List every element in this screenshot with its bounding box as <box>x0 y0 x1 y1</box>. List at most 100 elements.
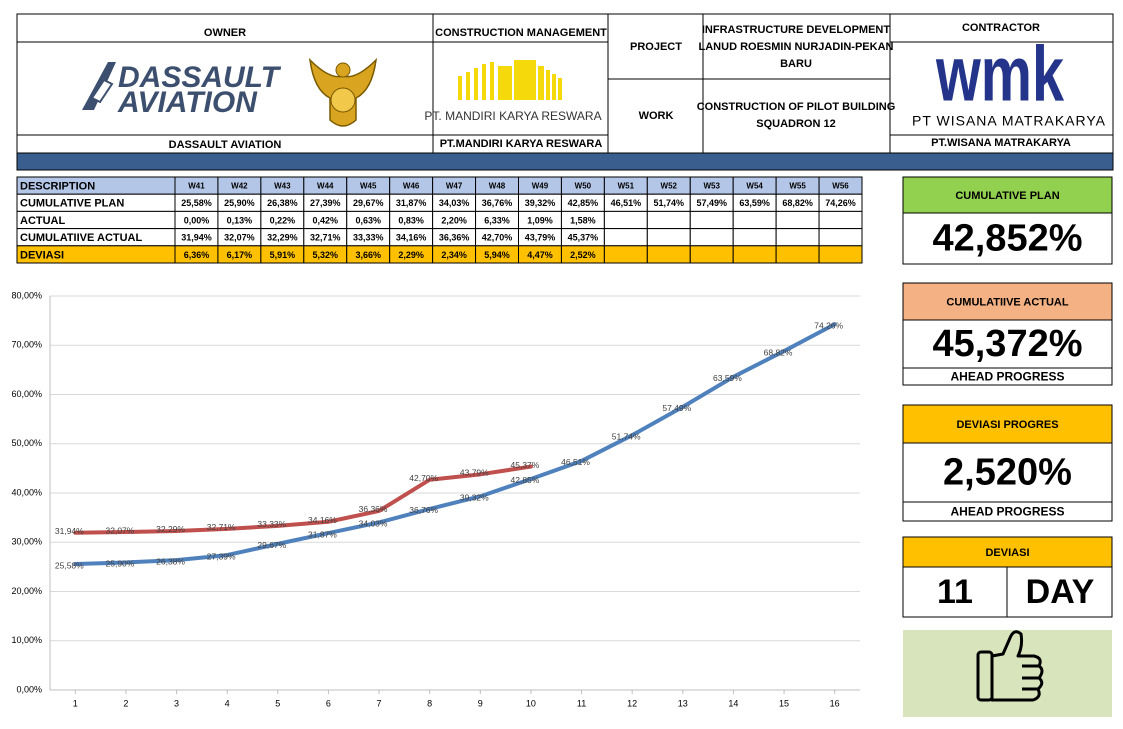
data-label: 45,37% <box>511 460 540 470</box>
data-label: 43,79% <box>460 468 489 478</box>
cell-text: 36,36% <box>439 233 470 243</box>
cell-text: 25,58% <box>181 198 212 208</box>
table-cell <box>775 210 820 230</box>
cell-text: 34,16% <box>396 233 427 243</box>
table-cell <box>818 228 863 247</box>
cell-text: 1,09% <box>527 215 553 225</box>
cell-text: 4,47% <box>527 250 553 260</box>
table-cell <box>646 210 691 230</box>
column-header: W46 <box>403 182 420 191</box>
y-tick-label: 60,00% <box>11 389 42 399</box>
kpi-value-bg <box>902 319 1113 369</box>
x-tick-label: 5 <box>275 698 280 708</box>
kpi-value: 2,520% <box>943 452 1072 494</box>
cell-text: 32,71% <box>310 233 341 243</box>
column-header: W53 <box>703 182 720 191</box>
kpi-title-bg <box>902 176 1113 214</box>
owner-logo-text: DASSAULT <box>118 61 282 94</box>
column-header: W48 <box>489 182 506 191</box>
kpi-title-bg <box>902 282 1113 321</box>
cell-text: 0,00% <box>184 215 210 225</box>
column-header: W52 <box>661 182 678 191</box>
cell-text: 2,20% <box>441 215 467 225</box>
cell-text: 1,58% <box>570 215 596 225</box>
cell-text: 68,82% <box>782 198 813 208</box>
data-label: 25,58% <box>55 560 84 570</box>
x-tick-label: 9 <box>478 698 483 708</box>
y-tick-label: 70,00% <box>11 340 42 350</box>
emblem <box>308 57 378 127</box>
table-cell <box>732 245 777 264</box>
data-label: 25,90% <box>106 559 135 569</box>
owner-name: DASSAULT AVIATION <box>169 139 282 151</box>
data-label: 63,59% <box>713 373 742 383</box>
table-cell <box>732 228 777 247</box>
column-header: W51 <box>618 182 635 191</box>
contractor-logo-text: PT WISANA MATRAKARYA <box>912 113 1106 129</box>
cell-text: 0,22% <box>270 215 296 225</box>
cm-logo-mark <box>458 60 562 100</box>
y-tick-label: 0,00% <box>16 684 42 694</box>
kpi-value: 42,852% <box>932 218 1082 260</box>
cell-text: 5,94% <box>484 250 510 260</box>
table-cell <box>818 210 863 230</box>
data-label: 27,39% <box>207 551 236 561</box>
column-header: W50 <box>575 182 592 191</box>
data-label: 29,67% <box>257 540 286 550</box>
project-text: LANUD ROESMIN NURJADIN-PEKAN <box>699 41 894 53</box>
row-label: CUMULATIVE PLAN <box>20 198 124 210</box>
banner <box>16 152 1114 171</box>
table-cell <box>603 210 648 230</box>
x-tick-label: 8 <box>427 698 432 708</box>
kpi-value: 45,372% <box>932 323 1082 365</box>
cell-text: 31,94% <box>181 233 212 243</box>
kpi-note-bg <box>902 367 1113 386</box>
x-tick-label: 7 <box>377 698 382 708</box>
table-cell <box>689 210 734 230</box>
cm-logo-text: PT. MANDIRI KARYA RESWARA <box>424 109 601 123</box>
data-label: 39,32% <box>460 493 489 503</box>
x-tick-label: 1 <box>73 698 78 708</box>
cm-label: CONSTRUCTION MANAGEMENT <box>435 27 607 39</box>
data-label: 32,29% <box>156 524 185 534</box>
series-line <box>73 464 533 535</box>
column-header: W47 <box>446 182 463 191</box>
row-label: DEVIASI <box>20 249 64 261</box>
contractor-logo: wmk <box>935 30 1064 118</box>
table-cell <box>775 245 820 264</box>
column-header: W43 <box>274 182 291 191</box>
kpi-title: DEVIASI <box>985 547 1029 559</box>
y-tick-label: 80,00% <box>11 290 42 300</box>
kpi-unit: DAY <box>1026 573 1095 611</box>
cell-text: 51,74% <box>654 198 685 208</box>
column-header: W56 <box>832 182 849 191</box>
column-header: W55 <box>789 182 806 191</box>
data-label: 46,51% <box>561 457 590 467</box>
column-header: W41 <box>188 182 205 191</box>
cell-text: 5,32% <box>313 250 339 260</box>
cell-text: 29,67% <box>353 198 384 208</box>
kpi-title: DEVIASI PROGRES <box>956 419 1058 431</box>
column-header: W42 <box>231 182 248 191</box>
table-cell <box>775 228 820 247</box>
y-tick-label: 30,00% <box>11 537 42 547</box>
table-cell <box>689 228 734 247</box>
cm-name: PT.MANDIRI KARYA RESWARA <box>440 138 603 150</box>
table-cell <box>646 245 691 264</box>
kpi-value-bg <box>902 442 1113 503</box>
data-label: 57,49% <box>662 403 691 413</box>
kpi-value: 11 <box>937 573 973 611</box>
cell-text: 57,49% <box>696 198 727 208</box>
data-label: 31,94% <box>55 526 84 536</box>
cell-text: 43,79% <box>525 233 556 243</box>
data-label: 74,26% <box>814 321 843 331</box>
kpi-note: AHEAD PROGRESS <box>950 370 1064 384</box>
cell-text: 0,63% <box>355 215 381 225</box>
cell-text: 46,51% <box>611 198 642 208</box>
header: OWNER DASSAULT AVIATION DASSAULT AVIATIO… <box>16 13 1114 154</box>
kpi-title: CUMULATIVE PLAN <box>955 190 1059 202</box>
column-header: W49 <box>532 182 549 191</box>
y-tick-label: 20,00% <box>11 586 42 596</box>
data-label: 68,82% <box>764 347 793 357</box>
